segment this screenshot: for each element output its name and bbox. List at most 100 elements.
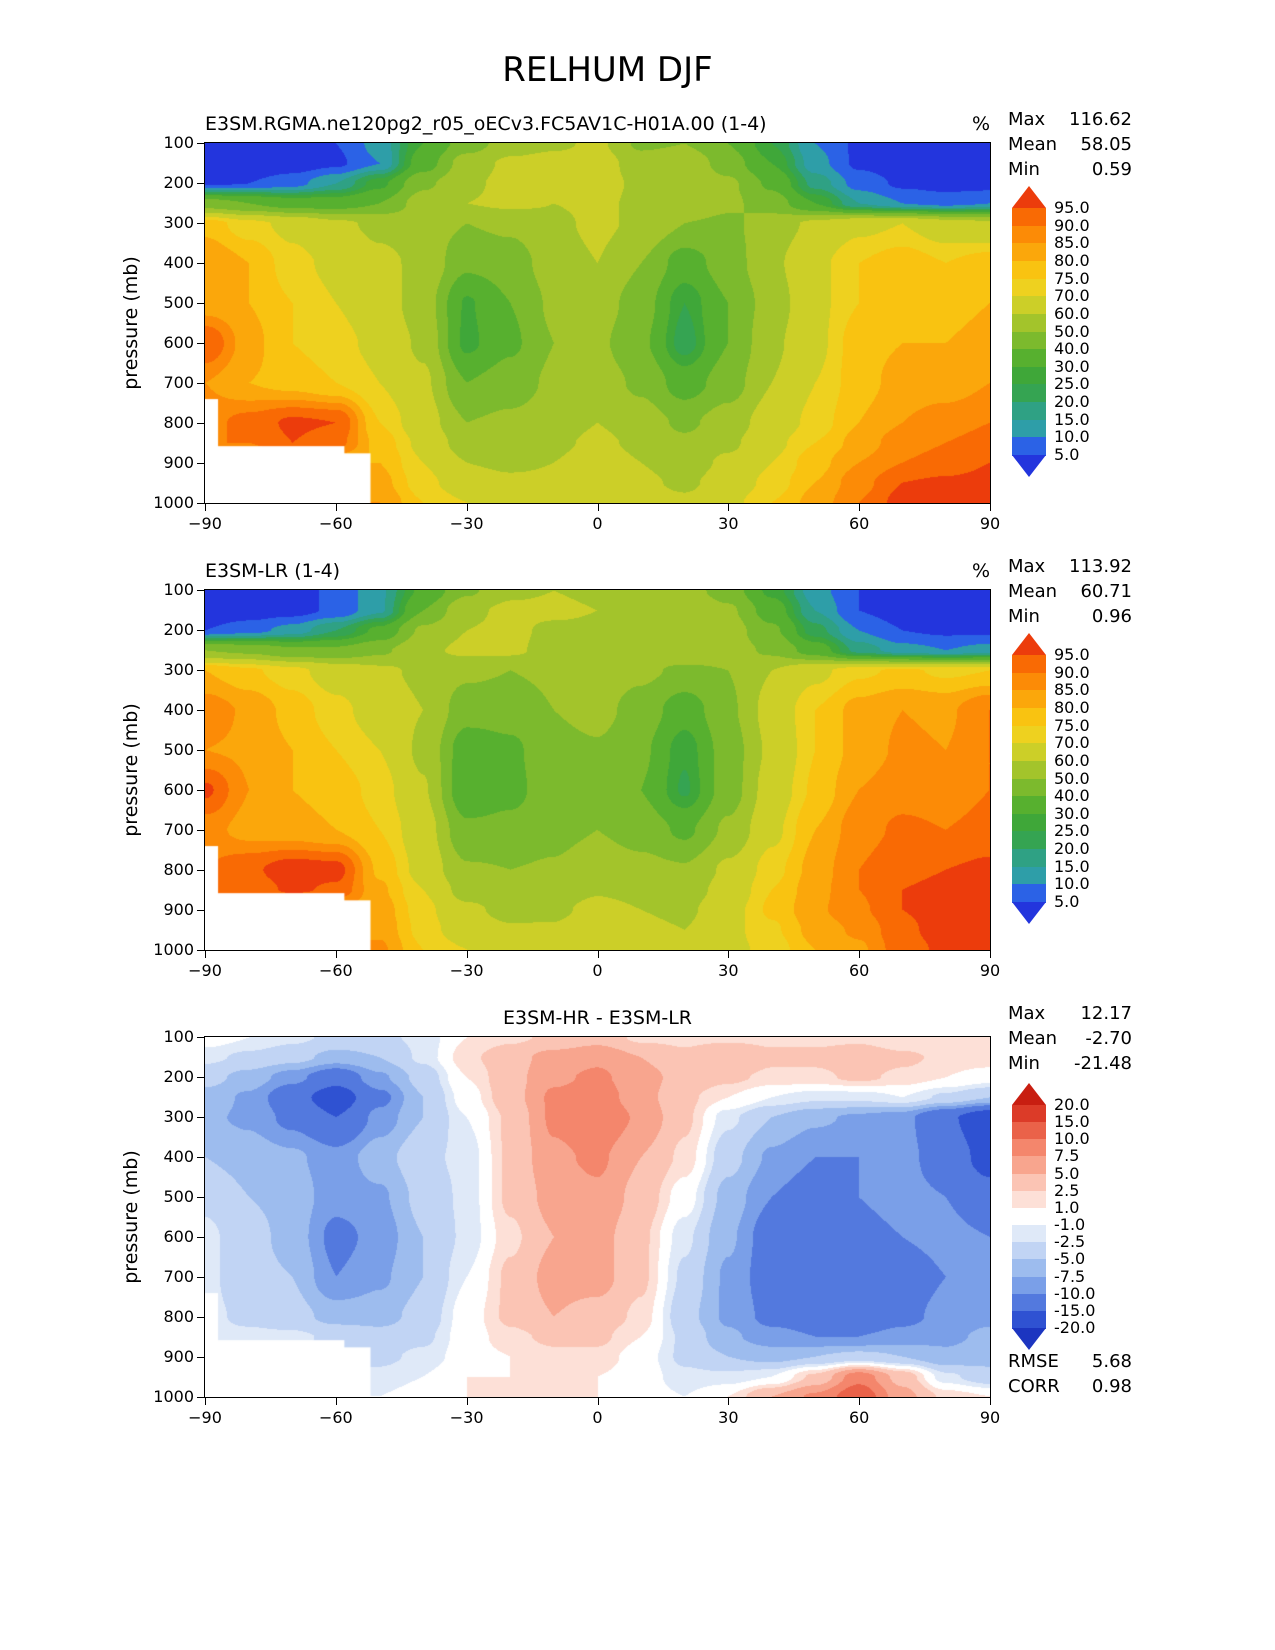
x-tick-label: −90: [188, 514, 222, 533]
y-tick-mark: [197, 1317, 204, 1318]
x-tick-mark: [728, 1398, 730, 1405]
colorbar-tick-label: 75.0: [1054, 268, 1090, 288]
x-tick-label: 0: [592, 514, 603, 533]
y-tick-label: 600: [163, 1227, 194, 1246]
stat-value: -2.70: [1085, 1028, 1132, 1049]
y-tick-label: 900: [163, 453, 194, 472]
colorbar-tick-label: 95.0: [1054, 645, 1090, 664]
stat-value: 60.71: [1080, 581, 1132, 602]
x-tick-label: 90: [979, 514, 1001, 533]
colorbar-tick-label: 85.0: [1054, 680, 1090, 700]
stat-label: Min: [1008, 1053, 1040, 1074]
y-tick-mark: [197, 343, 204, 344]
panel-title: E3SM.RGMA.ne120pg2_r05_oECv3.FC5AV1C-H01…: [205, 113, 767, 135]
colorbar-tick-label: 20.0: [1054, 839, 1090, 859]
colorbar-tick-label: 30.0: [1054, 356, 1090, 376]
colorbar-segment: [1012, 1310, 1046, 1329]
y-axis-label: pressure (mb): [120, 1150, 142, 1284]
y-tick-label: 400: [163, 253, 194, 272]
x-tick-mark: [990, 951, 991, 958]
stat-value: 116.62: [1069, 109, 1132, 130]
x-tick-mark: [335, 1398, 337, 1405]
stat-label: RMSE: [1008, 1351, 1059, 1372]
contour-plot: [204, 589, 991, 951]
y-axis-label: pressure (mb): [120, 256, 142, 390]
colorbar-tick-label: -7.5: [1054, 1266, 1086, 1286]
panel-difference: E3SM-HR - E3SM-LR Max 12.17 Mean -2.70 Min…: [0, 977, 1275, 1447]
y-tick-label: 900: [163, 1347, 194, 1366]
y-tick-mark: [197, 1357, 204, 1358]
x-tick-mark: [990, 1398, 991, 1405]
stat-corr: CORR 0.98: [1008, 1376, 1132, 1401]
y-tick-label: 800: [163, 860, 194, 879]
x-tick-label: 90: [979, 1408, 1001, 1427]
colorbar-tick-label: 95.0: [1054, 198, 1090, 217]
stat-label: CORR: [1008, 1376, 1060, 1397]
colorbar-tick-label: -5.0: [1054, 1249, 1086, 1269]
colorbar-segment: [1012, 796, 1046, 815]
colorbar-tick-label: 25.0: [1054, 374, 1090, 394]
colorbar-tick-label: -20.0: [1054, 1318, 1096, 1337]
x-tick-mark: [466, 1398, 468, 1405]
y-tick-mark: [197, 263, 204, 264]
y-tick-mark: [197, 463, 204, 464]
colorbar-tick-label: 40.0: [1054, 339, 1090, 359]
x-tick-label: 30: [718, 514, 739, 533]
x-tick-mark: [335, 951, 337, 958]
y-tick-label: 1000: [153, 1387, 194, 1406]
colorbar-extend-max-arrow: [1012, 633, 1046, 655]
y-tick-label: 300: [163, 1107, 194, 1126]
colorbar-segment: [1012, 849, 1046, 868]
x-tick-mark: [597, 1398, 599, 1405]
y-tick-mark: [197, 503, 204, 504]
panel-e3sm-hr: E3SM.RGMA.ne120pg2_r05_oECv3.FC5AV1C-H01…: [0, 83, 1275, 553]
y-tick-mark: [197, 790, 204, 791]
stat-mean: Mean 58.05: [1008, 134, 1132, 159]
colorbar-segment: [1012, 419, 1046, 438]
y-tick-mark: [197, 1277, 204, 1278]
stat-max: Max 113.92: [1008, 556, 1132, 581]
x-tick-label: 0: [592, 961, 603, 980]
stat-value: 58.05: [1080, 134, 1132, 155]
x-tick-mark: [597, 504, 599, 511]
colorbar-segment: [1012, 725, 1046, 744]
stat-label: Mean: [1008, 581, 1058, 602]
colorbar-segment: [1012, 866, 1046, 885]
colorbar-extend-min-arrow: [1012, 902, 1046, 924]
colorbar-extend-max-arrow: [1012, 186, 1046, 208]
colorbar-tick-label: 20.0: [1054, 392, 1090, 412]
colorbar-segment: [1012, 366, 1046, 386]
colorbar-segment: [1012, 208, 1046, 227]
y-tick-mark: [197, 630, 204, 631]
y-tick-label: 700: [163, 1267, 194, 1286]
colorbar-tick-label: 5.0: [1054, 1163, 1080, 1183]
x-tick-label: −60: [318, 514, 353, 533]
stats-block: Max 12.17 Mean -2.70 Min -21.48: [1008, 1003, 1132, 1078]
y-tick-mark: [197, 143, 204, 144]
x-tick-mark: [205, 1398, 206, 1405]
colorbar-tick-label: 85.0: [1054, 233, 1090, 253]
units-label: %: [971, 560, 990, 582]
contour-canvas: [205, 590, 990, 950]
colorbar-segment: [1012, 760, 1046, 780]
colorbar-tick-label: 90.0: [1054, 215, 1090, 235]
colorbar-extend-min-arrow: [1012, 455, 1046, 477]
stat-label: Min: [1008, 606, 1040, 627]
colorbar-tick-label: 60.0: [1054, 303, 1090, 323]
y-tick-mark: [197, 183, 204, 184]
colorbar-segment: [1012, 655, 1046, 674]
colorbar-tick-label: -2.5: [1054, 1232, 1086, 1252]
colorbar-tick-label: 50.0: [1054, 321, 1090, 341]
stat-label: Mean: [1008, 134, 1058, 155]
colorbar-tick-label: 20.0: [1054, 1095, 1090, 1114]
colorbar-tick-label: 25.0: [1054, 821, 1090, 841]
colorbar-segment: [1012, 1173, 1046, 1192]
colorbar-tick-label: 75.0: [1054, 715, 1090, 735]
y-tick-mark: [197, 950, 204, 951]
stat-max: Max 116.62: [1008, 109, 1132, 134]
x-tick-mark: [205, 951, 206, 958]
y-tick-mark: [197, 1237, 204, 1238]
y-tick-label: 300: [163, 660, 194, 679]
panel-title: E3SM-LR (1-4): [205, 560, 341, 582]
x-tick-label: −90: [188, 961, 222, 980]
